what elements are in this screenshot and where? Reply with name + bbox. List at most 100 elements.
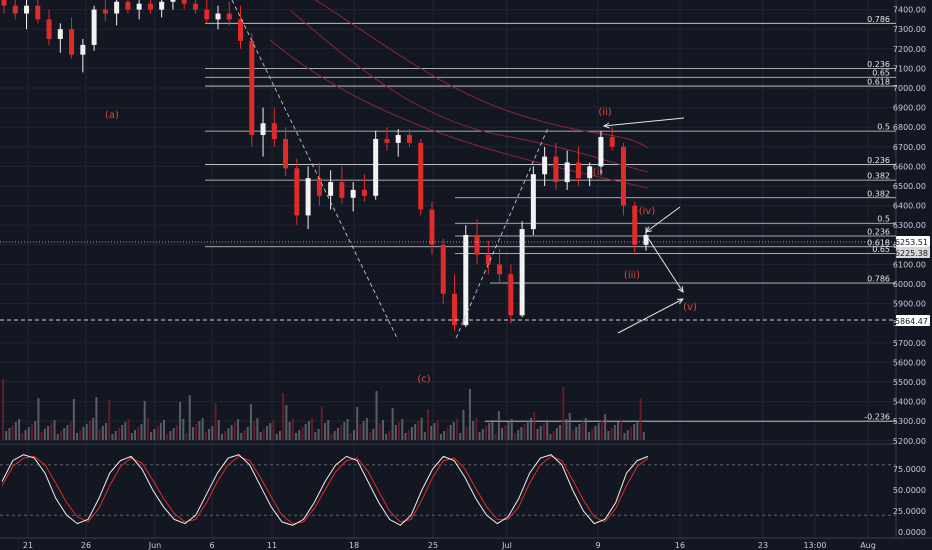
volume-bar [623, 433, 626, 440]
volume-bar [220, 434, 223, 440]
volume-bar [398, 422, 401, 440]
volume-bar [629, 427, 632, 440]
volume-bar [588, 432, 591, 440]
candle-body [564, 162, 570, 183]
volume-bar [282, 393, 285, 440]
volume-bar [320, 406, 323, 440]
volume-bar [124, 422, 127, 440]
candles [1, 0, 649, 332]
fib-levels: 0.7860.2360.650.6180.50.2360.3820.3820.5… [205, 15, 896, 422]
volume-bar [140, 424, 143, 440]
volume-bar [214, 403, 217, 440]
volume-bar [633, 424, 636, 440]
volume-bar [101, 426, 104, 440]
price-badge-label: 6253.51 [895, 238, 928, 247]
volume-bar [330, 434, 333, 440]
candle-body [114, 1, 120, 14]
volume-bar [166, 434, 169, 440]
y-tick-label: 5900.00 [893, 300, 926, 309]
candle-body [429, 209, 435, 245]
wave-label: (iv) [639, 206, 656, 217]
arrow-line [617, 298, 684, 334]
volume-bar [526, 421, 529, 440]
volume-bar [307, 421, 310, 440]
volume-bar [504, 425, 507, 440]
volume-bar [69, 422, 72, 440]
volume-bar [188, 395, 191, 440]
candle-body [542, 156, 548, 175]
candle-body [575, 162, 581, 179]
y-tick-label: 7000.00 [893, 84, 926, 93]
volume-bar [439, 434, 442, 440]
candle-body [609, 137, 615, 147]
volume-bar [153, 429, 156, 440]
y-tick-label: 5200.00 [893, 437, 926, 446]
candle-body [643, 235, 649, 245]
volume-bar [491, 420, 494, 440]
volume-bar [227, 428, 230, 440]
candle-body [497, 264, 503, 275]
x-tick-label: 21 [23, 541, 33, 550]
volume-bar [407, 430, 410, 440]
volume-bar [85, 424, 88, 440]
volume-bar [211, 426, 214, 440]
y-tick-label: 5700.00 [893, 339, 926, 348]
arrow-line [645, 234, 684, 293]
stoch-d-line [1, 455, 649, 525]
volume-bar [291, 419, 294, 440]
stoch-k-line [1, 454, 649, 526]
volume-bar [275, 434, 278, 440]
volume-bar [324, 423, 326, 440]
fib-label: 0.786 [867, 275, 890, 284]
volume-bar [253, 421, 256, 440]
volume-bar [143, 401, 146, 440]
stoch-y-tick-label: 25.0000 [893, 507, 926, 516]
volume-bar [404, 433, 407, 440]
volume-bar [462, 410, 465, 440]
volume-bar [108, 400, 111, 440]
y-tick-label: 7300.00 [893, 25, 926, 34]
volume-bar [401, 419, 404, 440]
wave-label: (a) [105, 110, 119, 121]
candle-body [192, 3, 198, 10]
fib-label: 0.65 [872, 69, 890, 78]
price-badge [896, 247, 930, 258]
volume-bar [278, 431, 281, 440]
volume-bar [375, 391, 378, 440]
volume-bar [456, 419, 459, 440]
candle-body [102, 9, 108, 14]
candle-body [35, 5, 41, 20]
volume-bar [256, 418, 259, 440]
candle-body [406, 135, 412, 143]
wave-label: (c) [417, 374, 430, 385]
volume-bar [417, 421, 420, 440]
volume-bar [14, 422, 17, 440]
volume-bar [571, 430, 574, 440]
volume-bar [301, 427, 304, 440]
y-tick-label: 6900.00 [893, 104, 926, 113]
grid [0, 0, 897, 538]
volume-bar [233, 422, 236, 440]
candle-body [328, 182, 334, 196]
candle-body [485, 254, 491, 265]
y-tick-label: 6800.00 [893, 123, 926, 132]
moving-average-line [269, 39, 649, 189]
volume-bar [53, 420, 56, 440]
volume-bar [269, 423, 272, 440]
volume-bar [423, 432, 426, 440]
volume-bar [27, 427, 30, 440]
volume-bar [565, 419, 568, 440]
volume-bar [517, 430, 520, 440]
stochastic-panel [0, 454, 896, 526]
volume-bar [47, 426, 50, 440]
candle-body [215, 13, 221, 20]
volume-bar [95, 397, 98, 440]
volume-bar [343, 422, 346, 440]
volume-bar [362, 421, 365, 440]
y-tick-label: 6000.00 [893, 280, 926, 289]
volume-bar [436, 420, 439, 440]
volume-bar [179, 402, 182, 440]
candle-body [57, 29, 63, 39]
volume-bar [520, 427, 523, 440]
candle-body [418, 142, 424, 210]
